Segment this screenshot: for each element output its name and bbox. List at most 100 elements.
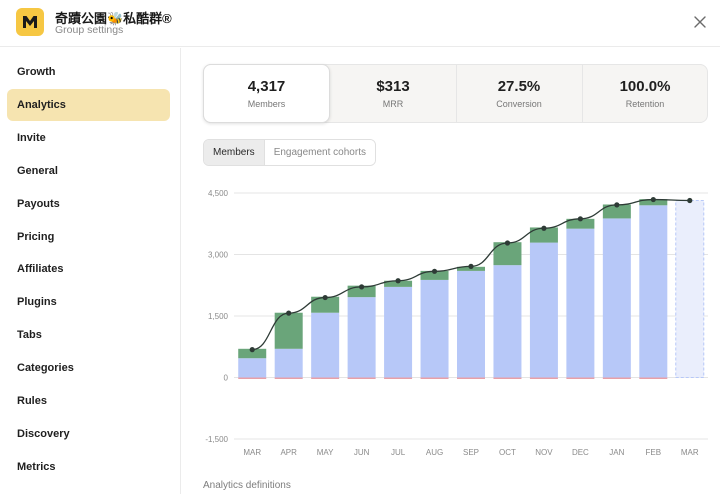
x-tick-label: JUN — [354, 448, 370, 457]
stat-value: 100.0% — [619, 78, 671, 95]
bar-gain — [311, 296, 340, 313]
bar-base — [493, 265, 522, 378]
stat-card-members[interactable]: 4,317 Members — [203, 64, 330, 123]
line-point — [395, 278, 401, 284]
line-point — [650, 196, 656, 203]
stat-label: Members — [247, 99, 286, 109]
sidebar-item-growth[interactable]: Growth — [7, 56, 170, 88]
sidebar-item-general[interactable]: General — [7, 155, 170, 187]
header: 奇蹟公園🐝私酷群® Group settings — [0, 0, 720, 47]
sidebar-item-categories[interactable]: Categories — [7, 352, 170, 384]
bar-loss — [311, 377, 340, 379]
analytics-panel: 4,317 Members $313 MRR 27.5% Conversion … — [182, 48, 720, 494]
line-point — [504, 240, 511, 246]
stat-divider — [582, 65, 583, 122]
stat-label: Conversion — [496, 99, 542, 109]
sidebar-item-payouts[interactable]: Payouts — [7, 188, 170, 220]
bar-loss — [639, 377, 668, 379]
sidebar-item-plugins[interactable]: Plugins — [7, 286, 170, 318]
members-chart: 4,500 3,000 1,500 0 -1,500 MAR APR MAY JUN JUL AUG… — [205, 189, 708, 457]
x-tick-label: JAN — [609, 448, 624, 457]
tab-members[interactable]: Members — [204, 140, 265, 165]
y-tick-label: 1,500 — [208, 312, 229, 321]
stat-label: Retention — [625, 99, 665, 109]
group-logo — [16, 8, 44, 36]
x-tick-label: JUL — [391, 448, 406, 457]
chart-tabs: Members Engagement cohorts — [203, 139, 376, 166]
sidebar-item-rules[interactable]: Rules — [7, 385, 170, 417]
sidebar-item-label: Metrics — [17, 461, 56, 473]
bar-gain — [493, 242, 522, 266]
bar-loss — [238, 377, 267, 379]
x-tick-label: AUG — [426, 448, 443, 457]
sidebar-item-label: Plugins — [17, 296, 57, 308]
stat-label: MRR — [382, 99, 404, 109]
tab-engagement-cohorts[interactable]: Engagement cohorts — [264, 140, 375, 165]
line-point — [249, 347, 255, 353]
bar-gain — [566, 218, 595, 229]
bar-base — [347, 297, 376, 378]
stat-divider — [456, 65, 457, 122]
y-tick-label: 3,000 — [208, 251, 229, 260]
sidebar-item-pricing[interactable]: Pricing — [7, 221, 170, 253]
bar-gain — [420, 270, 449, 280]
x-tick-label: FEB — [646, 448, 662, 457]
m-logo-icon — [23, 16, 37, 28]
bar-base — [566, 228, 595, 378]
sidebar-item-discovery[interactable]: Discovery — [7, 418, 170, 450]
sidebar-item-affiliates[interactable]: Affiliates — [7, 253, 170, 285]
bar-gain — [274, 312, 303, 349]
bar-gain — [347, 285, 376, 298]
sidebar: Growth Analytics Invite General Payouts … — [0, 48, 181, 494]
bar-loss — [347, 377, 376, 379]
bar-loss — [420, 377, 449, 379]
line-point — [286, 310, 292, 316]
bar-loss — [493, 377, 522, 379]
bar-base — [529, 242, 558, 378]
stats-bar: 4,317 Members $313 MRR 27.5% Conversion … — [203, 64, 708, 123]
sidebar-item-label: Rules — [17, 395, 47, 407]
bar-gain — [384, 280, 413, 287]
sidebar-item-label: Analytics — [17, 99, 66, 111]
analytics-definitions-link[interactable]: Analytics definitions — [203, 480, 291, 491]
bar-loss — [384, 377, 413, 379]
close-button[interactable] — [690, 12, 710, 32]
sidebar-item-tabs[interactable]: Tabs — [7, 319, 170, 351]
sidebar-item-label: Growth — [17, 66, 56, 78]
line-point — [614, 202, 620, 208]
close-icon — [694, 16, 706, 28]
stat-value: 27.5% — [497, 78, 541, 95]
sidebar-item-analytics[interactable]: Analytics — [7, 89, 170, 121]
stat-card-conversion[interactable]: 27.5% Conversion — [456, 65, 582, 122]
line-point — [577, 216, 583, 222]
stat-value: $313 — [376, 78, 410, 95]
group-subtitle: Group settings — [55, 24, 124, 36]
x-tick-label: MAR — [681, 448, 699, 457]
group-title: 奇蹟公園🐝私酷群® — [55, 11, 172, 26]
bar-gain — [238, 348, 267, 359]
sidebar-item-invite[interactable]: Invite — [7, 122, 170, 154]
sidebar-item-label: Discovery — [17, 428, 70, 440]
x-tick-label: SEP — [463, 448, 479, 457]
bar-base — [639, 205, 668, 378]
sidebar-item-metrics[interactable]: Metrics — [7, 451, 170, 483]
bar-gain — [639, 199, 668, 206]
x-tick-label: OCT — [499, 448, 516, 457]
y-tick-label: -1,500 — [205, 435, 228, 444]
bar-base — [311, 312, 340, 378]
bar-loss — [529, 377, 558, 379]
sidebar-item-label: Pricing — [17, 231, 55, 243]
x-tick-label: NOV — [535, 448, 553, 457]
bar-loss — [457, 377, 485, 379]
bar-projected — [675, 200, 705, 378]
bar-loss — [566, 377, 595, 379]
bar-base — [457, 270, 485, 378]
line-point — [359, 284, 365, 290]
bar-loss — [602, 377, 631, 379]
stat-card-mrr[interactable]: $313 MRR — [330, 65, 456, 122]
sidebar-item-label: Affiliates — [17, 263, 64, 275]
stat-card-retention[interactable]: 100.0% Retention — [582, 65, 708, 122]
sidebar-item-label: Tabs — [17, 329, 42, 341]
bar-base — [238, 358, 267, 378]
sidebar-item-label: General — [17, 165, 58, 177]
